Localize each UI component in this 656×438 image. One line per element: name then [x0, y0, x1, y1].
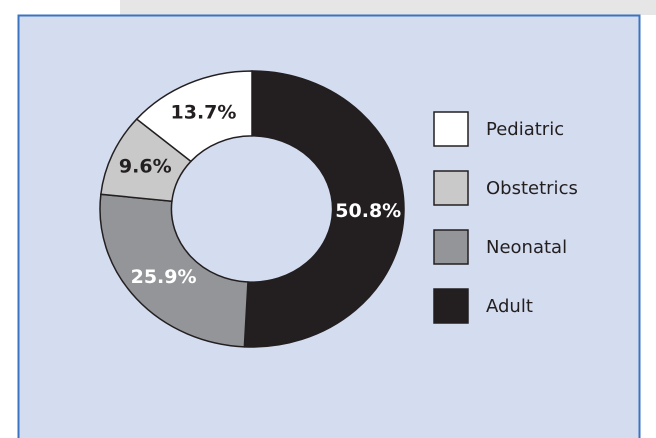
top-strip — [120, 0, 656, 15]
legend-label: Neonatal — [486, 237, 567, 258]
value-label: 9.6% — [119, 156, 172, 178]
legend-swatch — [433, 170, 469, 206]
value-label: 13.7% — [171, 102, 237, 124]
legend-label: Adult — [486, 296, 533, 317]
legend-swatch — [433, 229, 469, 265]
donut-slice — [135, 70, 253, 163]
legend-label: Obstetrics — [486, 178, 578, 199]
donut-slice — [99, 193, 249, 348]
legend-swatch — [433, 111, 469, 147]
donut-slice — [243, 70, 405, 348]
value-label: 50.8% — [335, 200, 401, 222]
legend-label: Pediatric — [486, 119, 564, 140]
value-label: 25.9% — [131, 266, 197, 288]
legend-swatch — [433, 288, 469, 324]
